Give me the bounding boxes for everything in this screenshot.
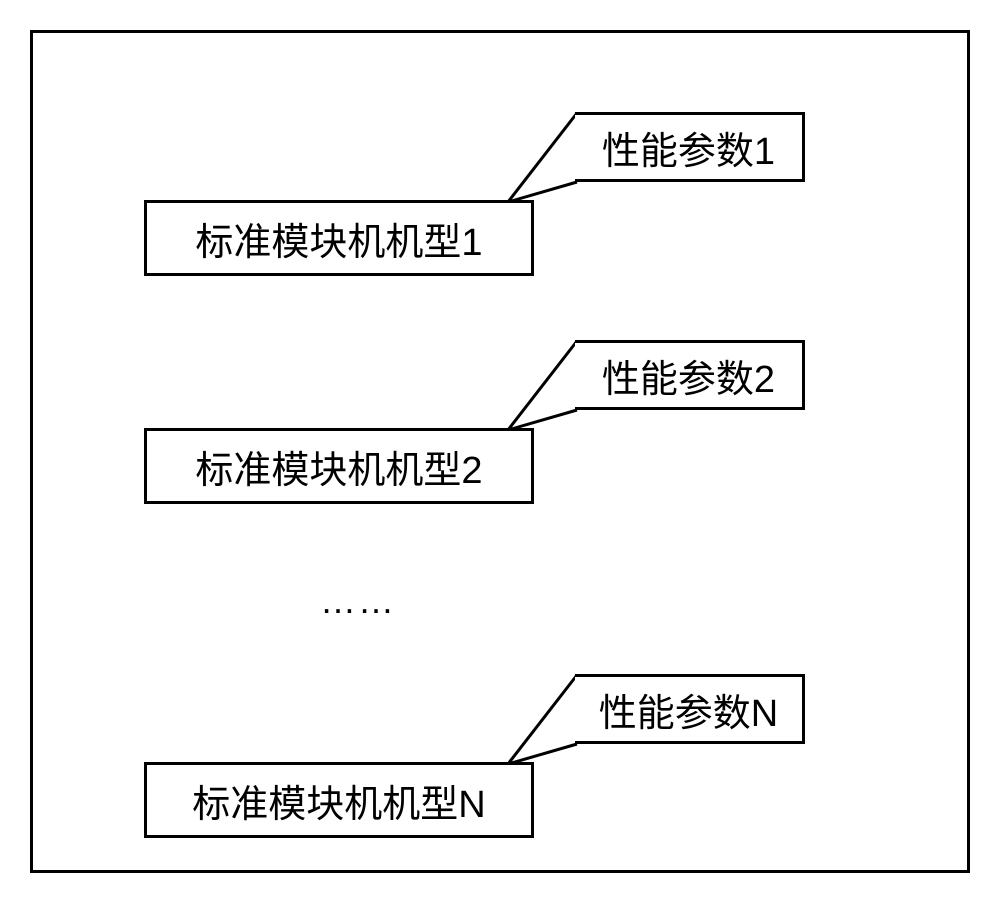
module-label: 标准模块机机型1 (195, 211, 482, 266)
callout-label: 性能参数N (599, 682, 778, 737)
ellipsis: …… (320, 580, 396, 622)
callout-label: 性能参数1 (602, 120, 775, 175)
module-label: 标准模块机机型N (192, 773, 485, 828)
module-model-1: 标准模块机机型1 (144, 200, 534, 276)
callout-performance-2: 性能参数2 (575, 340, 805, 410)
module-label: 标准模块机机型2 (195, 439, 482, 494)
ellipsis-text: …… (320, 580, 396, 621)
callout-performance-n: 性能参数N (575, 674, 805, 744)
callout-performance-1: 性能参数1 (575, 112, 805, 182)
callout-label: 性能参数2 (602, 348, 775, 403)
module-model-2: 标准模块机机型2 (144, 428, 534, 504)
module-model-n: 标准模块机机型N (144, 762, 534, 838)
